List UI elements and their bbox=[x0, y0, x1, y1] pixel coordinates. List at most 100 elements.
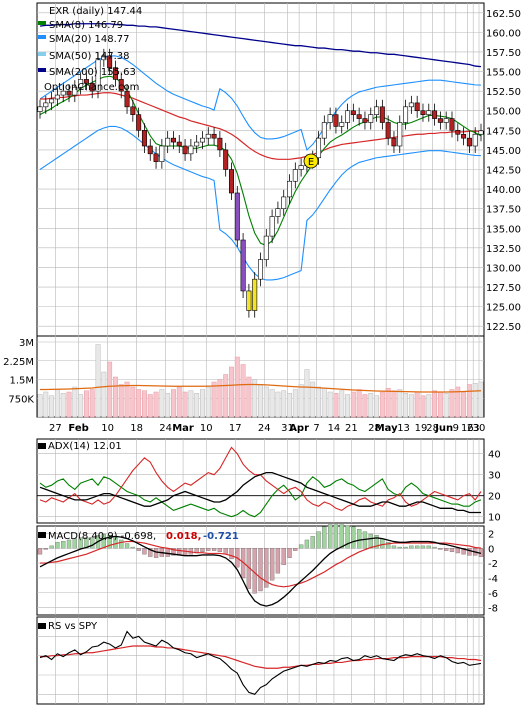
price-tick-label: 132.50 bbox=[486, 244, 521, 255]
volume-bar bbox=[72, 386, 78, 418]
adx-swatch bbox=[38, 443, 46, 449]
volume-bar bbox=[368, 393, 374, 418]
x-tick-label: 10 bbox=[101, 423, 114, 434]
macd-histogram-bar bbox=[426, 545, 431, 549]
macd-histogram-bar bbox=[304, 539, 310, 549]
price-tick-label: 137.50 bbox=[486, 205, 521, 216]
volume-bar bbox=[408, 394, 414, 418]
legend-sma200: SMA(200) 155.63 bbox=[49, 67, 136, 78]
x-tick-label: Mar bbox=[172, 423, 194, 434]
candle-body bbox=[136, 114, 142, 131]
rs-line bbox=[39, 630, 482, 695]
volume-bar bbox=[321, 388, 327, 418]
macd-histogram-bar bbox=[455, 548, 460, 554]
macd-histogram-bar bbox=[223, 548, 228, 555]
adx-panel-frame bbox=[36, 438, 485, 524]
candle-body bbox=[443, 118, 449, 123]
volume-bar bbox=[101, 371, 107, 418]
macd-histogram-bar bbox=[90, 537, 95, 549]
adx-tick-label: 30 bbox=[488, 471, 501, 482]
macd-signal-value: 0.018, bbox=[166, 531, 201, 542]
candle-body bbox=[345, 110, 351, 123]
candle-body bbox=[234, 192, 240, 241]
volume-bar bbox=[304, 369, 310, 418]
volume-bar bbox=[112, 376, 118, 418]
macd-histogram-bar bbox=[316, 531, 321, 549]
volume-bar bbox=[246, 376, 252, 418]
earnings-marker-label: E bbox=[308, 157, 314, 168]
volume-bar bbox=[217, 379, 223, 418]
macd-histogram-bar bbox=[130, 546, 135, 549]
candle-body bbox=[124, 90, 130, 108]
macd-histogram-bar bbox=[397, 546, 402, 549]
x-tick-label: 7 bbox=[313, 423, 319, 434]
macd-histogram-bar bbox=[211, 548, 217, 551]
volume-bar bbox=[437, 391, 443, 418]
candle-body bbox=[217, 137, 223, 151]
candle-body bbox=[107, 55, 113, 68]
volume-bar bbox=[466, 384, 472, 418]
macd-tick-label: -2 bbox=[488, 559, 498, 570]
volume-bar bbox=[141, 390, 147, 418]
candle-body bbox=[49, 98, 55, 104]
candle-body bbox=[54, 94, 60, 100]
macd-histogram-bar bbox=[124, 543, 130, 549]
candle-body bbox=[211, 133, 217, 139]
volume-bar bbox=[298, 384, 304, 418]
candle-body bbox=[141, 130, 147, 147]
volume-bar bbox=[223, 374, 229, 418]
macd-histogram-bar bbox=[467, 548, 472, 556]
volume-bar bbox=[258, 384, 263, 418]
x-tick-label: 10 bbox=[200, 423, 213, 434]
macd-tick-label: -4 bbox=[488, 574, 498, 585]
candle-body bbox=[228, 169, 234, 194]
volume-bar bbox=[234, 356, 240, 418]
macd-histogram-bar bbox=[66, 539, 72, 549]
macd-histogram-bar bbox=[37, 548, 43, 555]
legend-sma8: SMA(8) 146.79 bbox=[49, 20, 123, 31]
candle-body bbox=[391, 137, 397, 147]
candle-body bbox=[478, 130, 484, 135]
candle-body bbox=[170, 137, 176, 143]
legend-swatch-sma200 bbox=[38, 68, 46, 72]
x-tick-label: 9 bbox=[453, 423, 459, 434]
adx-tick-label: 20 bbox=[488, 492, 501, 503]
macd-tick-label: -6 bbox=[488, 589, 498, 600]
volume-bar bbox=[200, 389, 205, 418]
candle-body bbox=[182, 145, 188, 155]
volume-bar bbox=[153, 391, 159, 418]
macd-histogram-bar bbox=[368, 533, 373, 549]
macd-line bbox=[39, 535, 482, 607]
candle-body bbox=[385, 122, 391, 139]
macd-histogram-bar bbox=[153, 548, 159, 558]
volume-bar bbox=[403, 393, 409, 418]
macd-histogram-bar bbox=[264, 548, 269, 588]
macd-histogram-bar bbox=[287, 548, 292, 558]
price-tick-label: 150.00 bbox=[486, 107, 521, 118]
volume-bar bbox=[182, 391, 188, 418]
volume-bar bbox=[281, 390, 287, 418]
volume-bar bbox=[60, 393, 66, 418]
candle-body bbox=[188, 145, 194, 155]
candle-body bbox=[350, 110, 356, 115]
x-tick-label: 17 bbox=[229, 423, 242, 434]
candle-body bbox=[275, 208, 281, 217]
candle-body bbox=[257, 259, 263, 280]
volume-bar bbox=[432, 390, 438, 418]
macd-histogram-bar bbox=[339, 524, 344, 549]
macd-histogram-bar bbox=[310, 536, 315, 549]
volume-bar bbox=[147, 394, 153, 418]
candle-body bbox=[130, 106, 136, 115]
candle-body bbox=[72, 86, 78, 96]
candle-body bbox=[240, 239, 246, 292]
candle-body bbox=[281, 196, 287, 209]
volume-bar bbox=[374, 395, 380, 418]
candle-body bbox=[472, 133, 478, 147]
macd-histogram-bar bbox=[403, 546, 408, 549]
volume-bar bbox=[43, 391, 49, 418]
macd-histogram-bar bbox=[246, 548, 252, 589]
volume-bar bbox=[362, 394, 368, 418]
macd-histogram-bar bbox=[55, 542, 60, 549]
volume-bar bbox=[472, 383, 478, 418]
macd-swatch bbox=[38, 532, 46, 538]
